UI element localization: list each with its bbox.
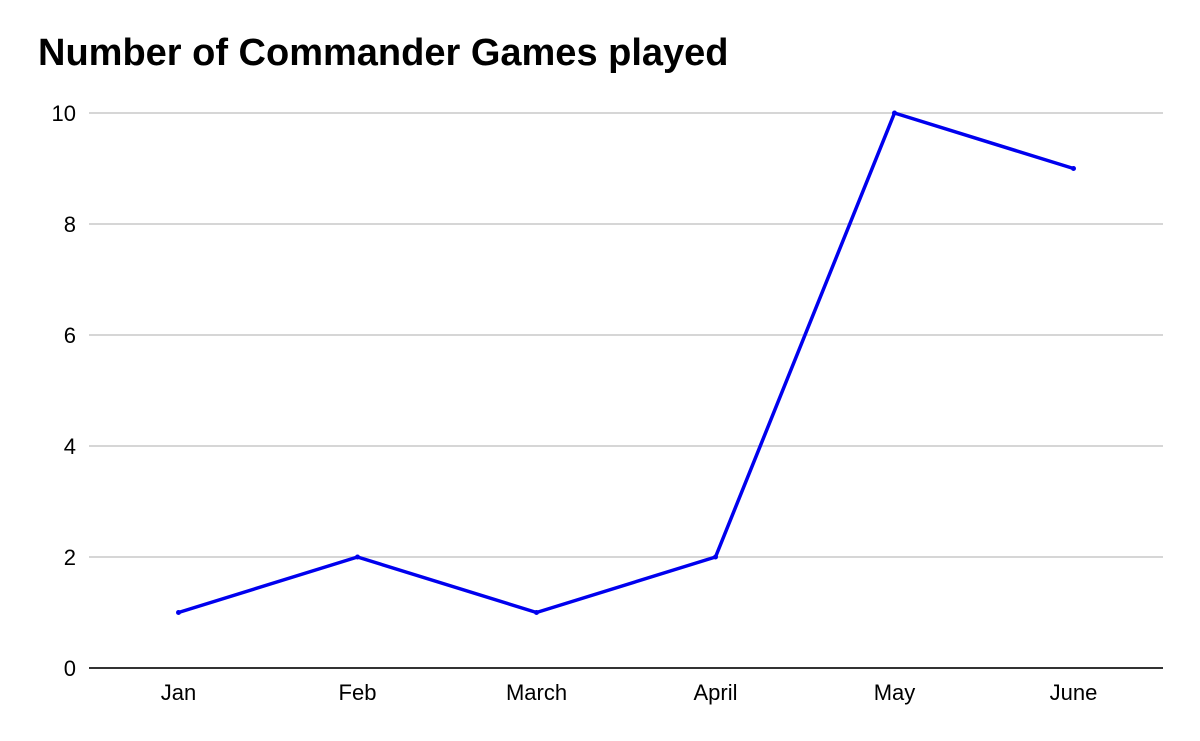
y-tick-label: 10	[52, 101, 76, 126]
gridlines	[89, 112, 1163, 558]
chart-title: Number of Commander Games played	[38, 32, 729, 74]
y-tick-label: 6	[64, 323, 76, 348]
x-tick-label: Feb	[339, 680, 377, 705]
series-line	[177, 111, 1075, 615]
y-tick-label: 4	[64, 434, 76, 459]
data-point-may	[892, 110, 897, 116]
data-point-april	[713, 554, 718, 560]
y-tick-label: 2	[64, 545, 76, 570]
x-tick-label: April	[693, 680, 737, 705]
y-tick-label: 8	[64, 212, 76, 237]
x-tick-label: Jan	[161, 680, 196, 705]
y-axis-tick-labels: 0 2 4 6 8 10	[52, 101, 76, 681]
data-point-march	[534, 610, 539, 615]
x-tick-label: May	[874, 680, 916, 705]
data-point-jan	[176, 610, 181, 615]
data-point-feb	[355, 554, 360, 560]
x-tick-label: March	[506, 680, 567, 705]
series-line-group	[176, 110, 1076, 615]
x-axis-tick-labels: Jan Feb March April May June	[161, 680, 1098, 705]
y-tick-label: 0	[64, 656, 76, 681]
x-tick-label: June	[1050, 680, 1098, 705]
data-point-june	[1071, 166, 1076, 171]
